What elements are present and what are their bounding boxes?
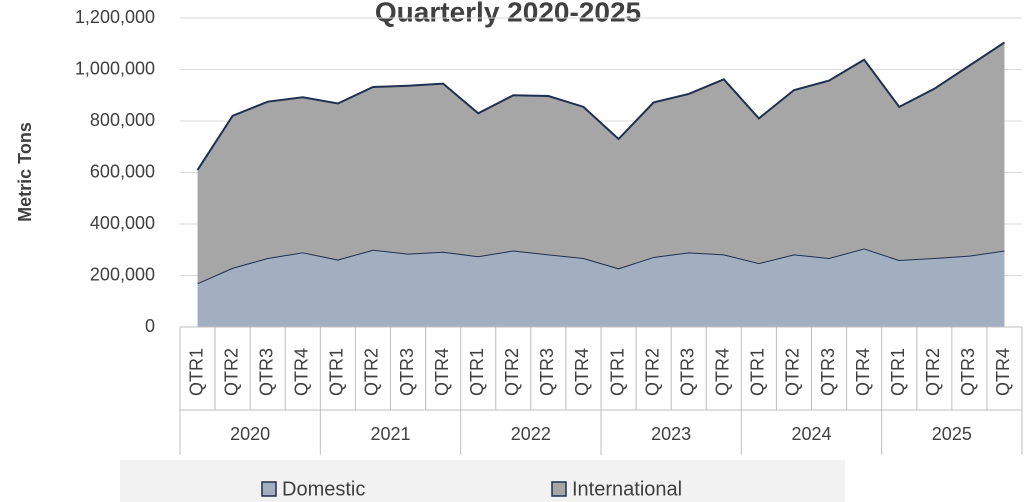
group-label: 2025: [932, 424, 972, 444]
group-label: 2021: [370, 424, 410, 444]
area-line: [196, 41, 1006, 171]
area: [197, 248, 1005, 327]
x-tick-label: QTR2: [783, 348, 803, 396]
x-tick-label: QTR2: [923, 348, 943, 396]
legend-swatch: [551, 481, 567, 497]
legend-swatch: [261, 481, 277, 497]
x-tick-label: QTR1: [748, 348, 768, 396]
x-tick-label: QTR3: [958, 348, 978, 396]
x-tick-label: QTR4: [853, 348, 873, 396]
x-tick-label: QTR4: [993, 348, 1013, 396]
x-tick-label: QTR4: [432, 348, 452, 396]
y-tick-label: 1,000,000: [75, 58, 155, 78]
y-tick-label: 1,200,000: [75, 7, 155, 27]
x-tick-label: QTR2: [221, 348, 241, 396]
y-tick-label: 400,000: [90, 213, 155, 233]
x-tick-label: QTR2: [502, 348, 522, 396]
x-tick-label: QTR1: [467, 348, 487, 396]
legend-label: Domestic: [282, 478, 365, 500]
x-tick-label: QTR2: [642, 348, 662, 396]
x-tick-label: QTR4: [572, 348, 592, 396]
x-tick-label: QTR4: [713, 348, 733, 396]
legend-label: International: [572, 478, 682, 500]
x-tick-label: QTR3: [256, 348, 276, 396]
x-tick-label: QTR1: [327, 348, 347, 396]
area: [197, 42, 1005, 284]
group-label: 2020: [230, 424, 270, 444]
x-tick-label: QTR4: [292, 348, 312, 396]
x-tick-label: QTR3: [397, 348, 417, 396]
x-tick-label: QTR2: [362, 348, 382, 396]
x-tick-label: QTR1: [888, 348, 908, 396]
x-tick-label: QTR3: [818, 348, 838, 396]
legend-background: [120, 460, 845, 502]
y-tick-label: 800,000: [90, 110, 155, 130]
x-tick-label: QTR1: [186, 348, 206, 396]
y-tick-label: 200,000: [90, 264, 155, 284]
group-label: 2022: [511, 424, 551, 444]
x-tick-label: QTR3: [677, 348, 697, 396]
y-tick-label: 0: [145, 316, 155, 336]
group-label: 2023: [651, 424, 691, 444]
y-tick-label: 600,000: [90, 161, 155, 181]
group-label: 2024: [791, 424, 831, 444]
y-axis-label: Metric Tons: [15, 122, 35, 222]
x-tick-label: QTR3: [537, 348, 557, 396]
x-tick-label: QTR1: [607, 348, 627, 396]
chart-title: Quarterly 2020-2025: [375, 0, 641, 27]
